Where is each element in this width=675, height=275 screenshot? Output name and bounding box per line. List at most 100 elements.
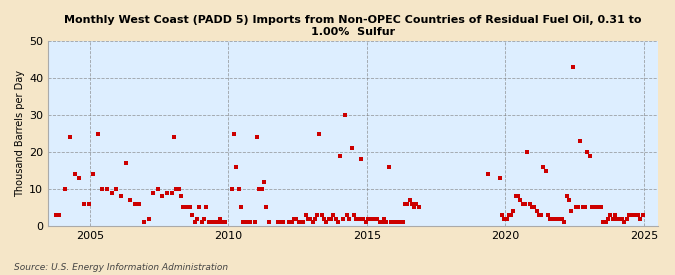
Point [338, 216, 348, 221]
Point [340, 113, 350, 117]
Point [591, 205, 602, 210]
Point [78, 202, 89, 206]
Point [319, 216, 329, 221]
Point [231, 165, 242, 169]
Point [549, 216, 560, 221]
Point [182, 205, 193, 210]
Point [226, 187, 237, 191]
Point [379, 216, 389, 221]
Point [404, 198, 415, 202]
Point [358, 216, 369, 221]
Point [206, 220, 217, 224]
Point [130, 202, 140, 206]
Point [381, 220, 392, 224]
Point [185, 205, 196, 210]
Point [360, 220, 371, 224]
Point [169, 135, 180, 139]
Point [240, 220, 251, 224]
Point [261, 205, 272, 210]
Point [377, 220, 387, 224]
Point [400, 202, 410, 206]
Point [582, 150, 593, 154]
Point [559, 220, 570, 224]
Point [564, 198, 574, 202]
Point [252, 135, 263, 139]
Point [608, 216, 618, 221]
Point [409, 205, 420, 210]
Point [374, 220, 385, 224]
Point [143, 216, 154, 221]
Point [541, 168, 551, 173]
Point [344, 216, 355, 221]
Point [162, 191, 173, 195]
Point [628, 213, 639, 217]
Point [547, 216, 558, 221]
Point [74, 176, 85, 180]
Point [125, 198, 136, 202]
Point [538, 165, 549, 169]
Point [411, 202, 422, 206]
Point [242, 220, 253, 224]
Point [349, 213, 360, 217]
Point [575, 139, 586, 143]
Point [250, 220, 261, 224]
Point [593, 205, 604, 210]
Point [566, 209, 576, 213]
Point [533, 213, 544, 217]
Point [254, 187, 265, 191]
Point [543, 213, 554, 217]
Point [632, 213, 643, 217]
Point [630, 213, 641, 217]
Point [531, 209, 542, 213]
Point [406, 202, 417, 206]
Point [309, 216, 320, 221]
Point [194, 205, 205, 210]
Point [83, 202, 94, 206]
Point [102, 187, 113, 191]
Point [621, 216, 632, 221]
Point [328, 213, 339, 217]
Point [330, 216, 341, 221]
Point [171, 187, 182, 191]
Title: Monthly West Coast (PADD 5) Imports from Non-OPEC Countries of Residual Fuel Oil: Monthly West Coast (PADD 5) Imports from… [64, 15, 642, 37]
Point [208, 220, 219, 224]
Point [603, 216, 614, 221]
Point [192, 216, 202, 221]
Point [351, 216, 362, 221]
Point [196, 220, 207, 224]
Point [367, 216, 378, 221]
Point [353, 216, 364, 221]
Point [610, 213, 620, 217]
Point [245, 220, 256, 224]
Point [506, 213, 516, 217]
Point [494, 176, 505, 180]
Point [203, 220, 214, 224]
Point [229, 131, 240, 136]
Point [323, 216, 334, 221]
Point [187, 213, 198, 217]
Point [393, 220, 404, 224]
Point [120, 161, 131, 165]
Point [219, 220, 230, 224]
Text: Source: U.S. Energy Information Administration: Source: U.S. Energy Information Administ… [14, 263, 227, 272]
Point [614, 216, 625, 221]
Point [598, 220, 609, 224]
Point [51, 213, 61, 217]
Point [259, 179, 269, 184]
Point [517, 202, 528, 206]
Point [612, 216, 623, 221]
Point [176, 194, 186, 199]
Point [335, 153, 346, 158]
Point [365, 216, 376, 221]
Point [369, 216, 380, 221]
Point [587, 205, 597, 210]
Point [88, 172, 99, 177]
Point [60, 187, 71, 191]
Point [289, 216, 300, 221]
Point [504, 213, 514, 217]
Point [637, 213, 648, 217]
Point [333, 220, 344, 224]
Point [372, 216, 383, 221]
Point [526, 205, 537, 210]
Point [383, 165, 394, 169]
